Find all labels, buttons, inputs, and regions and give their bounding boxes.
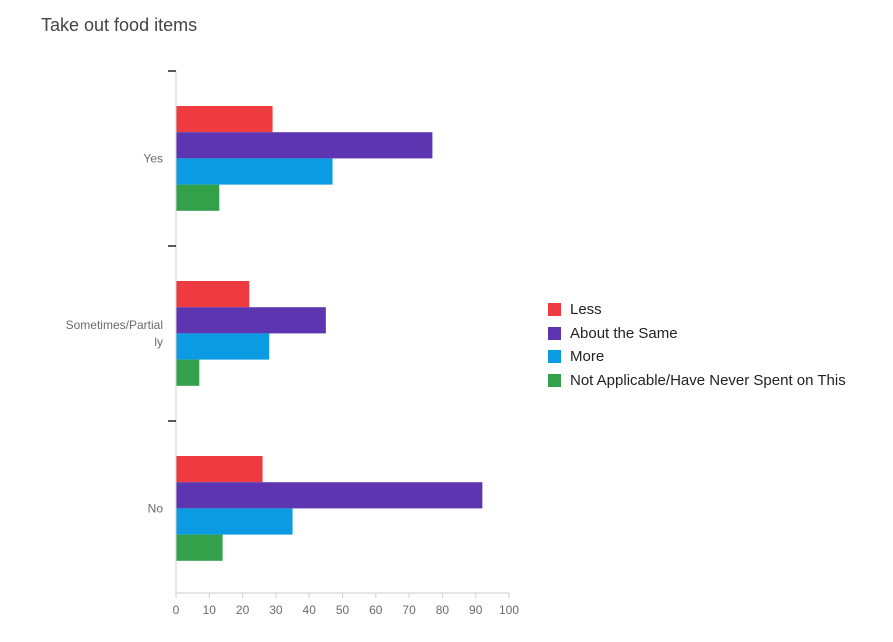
- chart-title: Take out food items: [41, 15, 198, 35]
- bar-not-applicable-have-never-spent-on-this-no: [176, 534, 223, 561]
- legend-swatch: [548, 373, 561, 387]
- x-tick-label: 30: [269, 603, 283, 617]
- x-tick-label: 80: [436, 603, 450, 617]
- legend-label: About the Same: [570, 324, 678, 342]
- bar-less-no: [176, 456, 263, 483]
- x-tick-label: 10: [203, 603, 217, 617]
- bar-less-sometimes-partially: [176, 281, 250, 308]
- bar-about-the-same-no: [176, 482, 483, 509]
- bar-more-no: [176, 508, 293, 535]
- x-tick-label: 70: [402, 603, 416, 617]
- y-tick-label: ly: [154, 335, 163, 349]
- y-tick-label: No: [148, 501, 164, 515]
- legend-label: Less: [570, 301, 602, 319]
- bar-less-yes: [176, 106, 273, 133]
- bar-about-the-same-sometimes-partially: [176, 307, 326, 334]
- legend-label: Not Applicable/Have Never Spent on This: [570, 371, 846, 389]
- legend-item[interactable]: Less: [548, 298, 846, 322]
- legend-swatch: [548, 326, 561, 340]
- x-tick-label: 50: [336, 603, 350, 617]
- legend-item[interactable]: Not Applicable/Have Never Spent on This: [548, 369, 846, 393]
- legend-item[interactable]: About the Same: [548, 322, 846, 346]
- bar-not-applicable-have-never-spent-on-this-yes: [176, 184, 220, 211]
- y-tick-label: Yes: [143, 151, 163, 165]
- bar-more-sometimes-partially: [176, 333, 270, 360]
- x-tick-label: 90: [469, 603, 483, 617]
- bars-layer: [176, 106, 483, 561]
- axis-layer: Yes Sometimes/Partial ly No 0 10 20 30 40 50 60 70 8…: [66, 70, 519, 617]
- bar-not-applicable-have-never-spent-on-this-sometimes-partially: [176, 359, 200, 386]
- bar-about-the-same-yes: [176, 132, 433, 159]
- x-tick-label: 40: [303, 603, 317, 617]
- x-tick-label: 60: [369, 603, 383, 617]
- legend: Less About the Same More Not Applicable/Hav…: [548, 298, 846, 392]
- x-tick-label: 100: [499, 603, 519, 617]
- x-tick-label: 20: [236, 603, 250, 617]
- y-tick-label: Sometimes/Partial: [66, 318, 163, 332]
- x-tick-label: 0: [173, 603, 180, 617]
- bar-more-yes: [176, 158, 333, 185]
- legend-label: More: [570, 348, 605, 366]
- legend-swatch: [548, 303, 561, 317]
- legend-item[interactable]: More: [548, 345, 846, 369]
- legend-swatch: [548, 350, 561, 364]
